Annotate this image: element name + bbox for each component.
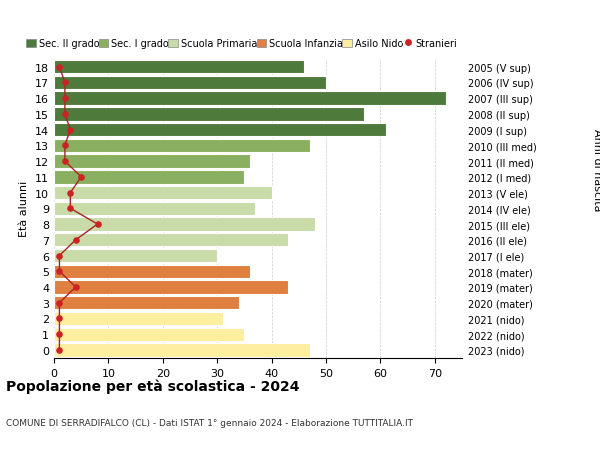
Point [60,142,70,150]
Point [55,347,64,354]
Bar [54,123,386,137]
Point [76,174,86,181]
Bar [54,343,310,357]
Text: COMUNE DI SERRADIFALCO (CL) - Dati ISTAT 1° gennaio 2024 - Elaborazione TUTTITAL: COMUNE DI SERRADIFALCO (CL) - Dati ISTAT… [6,418,413,427]
Point [55,315,64,322]
Text: Popolazione per età scolastica - 2024: Popolazione per età scolastica - 2024 [6,379,299,393]
Point [71,284,80,291]
Bar [54,186,272,200]
Point [60,158,70,165]
Bar [54,297,239,310]
Bar [54,281,288,294]
Bar [54,234,288,247]
Point [55,64,64,71]
Bar [54,218,315,231]
Bar [54,77,326,90]
Point [71,236,80,244]
Point [65,205,75,213]
Bar [54,202,255,216]
Point [60,79,70,87]
Y-axis label: Età alunni: Età alunni [19,181,29,237]
Legend: Sec. II grado, Sec. I grado, Scuola Primaria, Scuola Infanzia, Asilo Nido, Stran: Sec. II grado, Sec. I grado, Scuola Prim… [26,39,457,49]
Bar [54,312,223,325]
Bar [54,155,250,168]
Bar [54,140,310,153]
Bar [54,249,217,263]
Point [55,252,64,260]
Point [60,111,70,118]
Bar [54,265,250,278]
Bar [54,92,446,106]
Point [65,190,75,197]
Point [93,221,103,228]
Point [65,127,75,134]
Point [55,299,64,307]
Point [60,95,70,103]
Point [55,331,64,338]
Point [55,268,64,275]
Bar [54,171,244,184]
Bar [54,328,244,341]
Text: Anni di nascita: Anni di nascita [592,129,600,211]
Bar [54,108,364,121]
Bar [54,61,304,74]
